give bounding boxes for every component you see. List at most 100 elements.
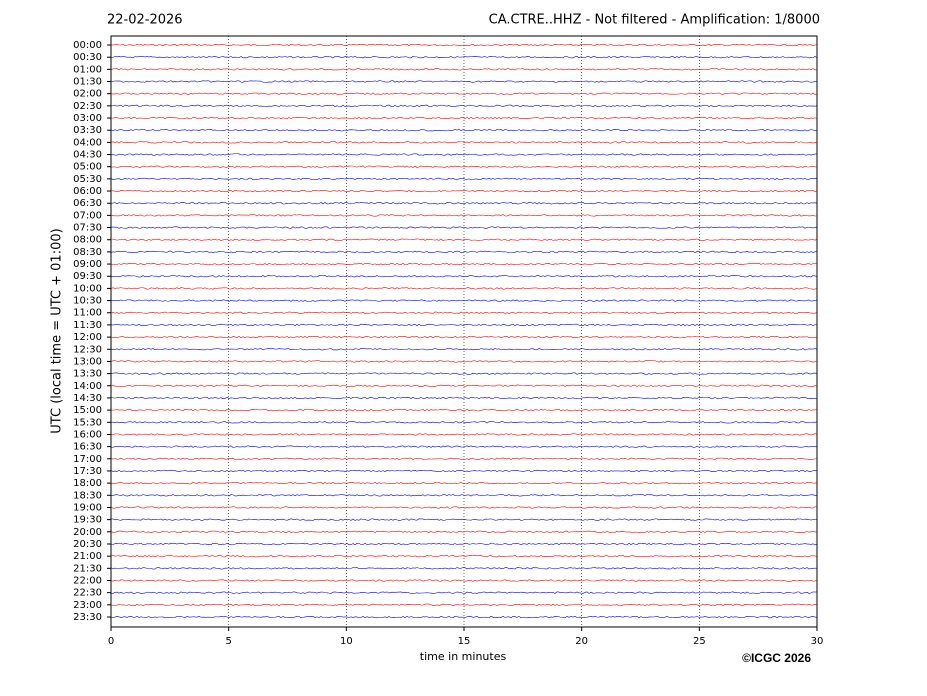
x-tick-label: 20 bbox=[575, 636, 588, 647]
trace bbox=[110, 421, 818, 424]
trace bbox=[110, 579, 818, 582]
y-tick-label: 06:00 bbox=[73, 186, 102, 197]
trace bbox=[110, 92, 818, 95]
y-tick-label: 22:00 bbox=[73, 575, 102, 586]
trace bbox=[110, 603, 818, 606]
x-tick-label: 0 bbox=[108, 636, 114, 647]
trace bbox=[110, 68, 818, 71]
trace bbox=[110, 433, 818, 436]
y-tick-label: 00:00 bbox=[73, 40, 102, 51]
y-tick-label: 13:30 bbox=[73, 369, 102, 380]
trace bbox=[110, 116, 818, 120]
trace bbox=[110, 518, 818, 521]
y-tick-label: 20:30 bbox=[73, 539, 102, 550]
y-tick-label: 17:00 bbox=[73, 454, 102, 465]
trace bbox=[110, 262, 818, 266]
trace bbox=[110, 555, 818, 558]
trace bbox=[110, 214, 818, 217]
y-tick-label: 21:00 bbox=[73, 551, 102, 562]
y-tick-label: 15:00 bbox=[73, 405, 102, 416]
y-tick-label: 10:30 bbox=[73, 296, 102, 307]
y-tick-label: 00:30 bbox=[73, 52, 102, 63]
y-tick-label: 11:30 bbox=[73, 320, 102, 331]
trace bbox=[110, 238, 818, 241]
plot-frame bbox=[110, 35, 818, 628]
y-tick-label: 07:00 bbox=[73, 210, 102, 221]
y-tick-label: 07:30 bbox=[73, 223, 102, 234]
trace bbox=[110, 323, 818, 327]
y-tick-label: 04:00 bbox=[73, 137, 102, 148]
y-tick-label: 08:30 bbox=[73, 247, 102, 258]
y-tick-label: 18:00 bbox=[73, 478, 102, 489]
y-tick-label: 21:30 bbox=[73, 563, 102, 574]
trace bbox=[110, 506, 818, 509]
y-tick-label: 19:00 bbox=[73, 502, 102, 513]
y-tick-label: 11:00 bbox=[73, 308, 102, 319]
trace bbox=[110, 408, 818, 412]
y-tick-label: 17:30 bbox=[73, 466, 102, 477]
y-tick-label: 20:00 bbox=[73, 527, 102, 538]
y-tick-label: 10:00 bbox=[73, 283, 102, 294]
chart-title: CA.CTRE..HHZ - Not filtered - Amplificat… bbox=[489, 13, 820, 28]
trace bbox=[110, 275, 818, 278]
y-tick-label: 06:30 bbox=[73, 198, 102, 209]
trace bbox=[110, 615, 818, 619]
trace bbox=[110, 43, 818, 47]
y-tick-label: 15:30 bbox=[73, 417, 102, 428]
trace bbox=[111, 396, 818, 400]
trace bbox=[110, 189, 818, 193]
y-tick-label: 09:00 bbox=[73, 259, 102, 270]
trace bbox=[110, 153, 818, 156]
y-tick-label: 14:00 bbox=[73, 381, 102, 392]
y-tick-label: 23:00 bbox=[73, 600, 102, 611]
trace bbox=[110, 469, 818, 473]
y-tick-label: 16:00 bbox=[73, 429, 102, 440]
x-tick-label: 5 bbox=[225, 636, 231, 647]
x-tick-label: 30 bbox=[811, 636, 824, 647]
trace bbox=[110, 299, 818, 302]
y-tick-label: 08:00 bbox=[73, 235, 102, 246]
y-tick-label: 01:00 bbox=[73, 64, 102, 75]
y-tick-label: 18:30 bbox=[73, 490, 102, 501]
trace bbox=[110, 104, 818, 108]
y-tick-label: 16:30 bbox=[73, 442, 102, 453]
y-tick-label: 19:30 bbox=[73, 515, 102, 526]
trace bbox=[110, 372, 818, 375]
trace bbox=[110, 457, 818, 460]
trace bbox=[110, 177, 818, 181]
trace bbox=[110, 141, 818, 144]
trace bbox=[110, 567, 818, 570]
trace bbox=[110, 56, 818, 59]
trace bbox=[110, 335, 818, 339]
trace bbox=[110, 360, 818, 363]
y-tick-label: 12:30 bbox=[73, 344, 102, 355]
y-axis-label: UTC (local time = UTC + 01:00) bbox=[50, 228, 65, 433]
trace bbox=[110, 348, 818, 351]
trace bbox=[110, 129, 818, 132]
trace bbox=[110, 250, 818, 254]
y-tick-label: 03:30 bbox=[73, 125, 102, 136]
x-tick-label: 15 bbox=[458, 636, 471, 647]
y-tick-label: 14:30 bbox=[73, 393, 102, 404]
y-tick-label: 05:30 bbox=[73, 174, 102, 185]
trace bbox=[110, 445, 818, 448]
y-tick-label: 01:30 bbox=[73, 77, 102, 88]
trace bbox=[110, 542, 818, 546]
trace bbox=[110, 202, 818, 205]
y-tick-label: 22:30 bbox=[73, 588, 102, 599]
trace bbox=[110, 80, 818, 83]
trace bbox=[110, 384, 818, 387]
y-tick-label: 02:30 bbox=[73, 101, 102, 112]
y-tick-label: 23:30 bbox=[73, 612, 102, 623]
x-tick-label: 25 bbox=[693, 636, 706, 647]
trace bbox=[110, 165, 818, 168]
trace bbox=[110, 481, 818, 485]
trace bbox=[110, 494, 818, 497]
trace bbox=[110, 591, 818, 594]
credit: ©ICGC 2026 bbox=[742, 651, 811, 665]
trace bbox=[110, 530, 818, 533]
y-tick-label: 03:00 bbox=[73, 113, 102, 124]
trace bbox=[110, 311, 818, 314]
y-tick-label: 04:30 bbox=[73, 150, 102, 161]
x-tick-label: 10 bbox=[340, 636, 353, 647]
